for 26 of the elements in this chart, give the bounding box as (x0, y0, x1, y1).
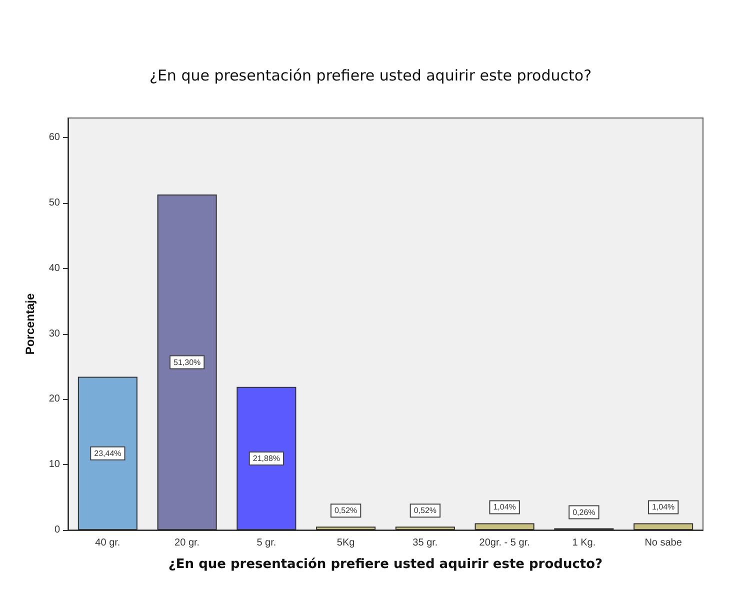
x-tick-label: 35 gr. (412, 538, 438, 548)
y-tick-label: 10 (48, 459, 60, 470)
data-label: 51,30% (173, 358, 201, 367)
data-label: 0,26% (572, 508, 596, 517)
y-tick-label: 60 (48, 132, 60, 144)
y-tick-label: 30 (48, 328, 60, 340)
x-tick-label: 5 gr. (256, 538, 276, 548)
data-label: 1,04% (493, 502, 516, 512)
x-tick-label: No sabe (644, 538, 682, 548)
data-label: 21,88% (252, 454, 280, 463)
chart-title: ¿En que presentación prefiere usted aquirir este producto? (149, 66, 592, 84)
y-tick-label: 0 (54, 524, 60, 536)
y-axis-title: Porcentaje (23, 292, 37, 355)
y-tick-label: 20 (48, 394, 60, 405)
x-axis-title: ¿En que presentación prefiere usted aquirir este producto? (168, 557, 603, 572)
data-label: 23,44% (94, 448, 122, 458)
x-tick-label: 5Kg (336, 538, 355, 548)
y-tick-label: 40 (48, 262, 60, 274)
x-tick-label: 20gr. - 5 gr. (479, 538, 530, 548)
data-label: 1,04% (652, 502, 675, 512)
y-tick-label: 50 (48, 198, 60, 209)
x-tick-label: 1 Kg. (572, 538, 596, 548)
data-label: 0,52% (334, 506, 358, 516)
x-tick-label: 20 gr. (174, 538, 200, 548)
data-label: 0,52% (414, 506, 437, 516)
x-tick-label: 40 gr. (95, 538, 120, 548)
